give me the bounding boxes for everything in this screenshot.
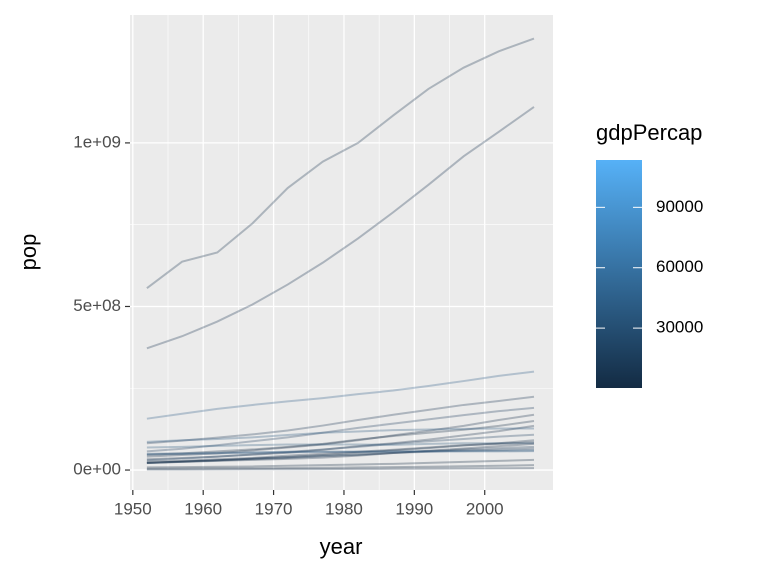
legend-label: 60000: [656, 257, 703, 276]
x-tick-label: 1950: [114, 499, 152, 518]
line: [146, 439, 535, 464]
legend-title: gdpPercap: [596, 120, 702, 145]
x-tick-label: 1960: [184, 499, 222, 518]
line: [146, 370, 535, 420]
line: [146, 449, 535, 455]
line: [146, 458, 535, 469]
line: [146, 413, 535, 458]
line: [146, 406, 535, 453]
y-axis-title: pop: [16, 234, 41, 271]
line: [146, 395, 535, 445]
line: [146, 464, 535, 470]
line: [146, 424, 535, 461]
line: [146, 442, 534, 449]
legend-label: 90000: [656, 197, 703, 216]
line: [146, 441, 535, 463]
line: [146, 37, 535, 289]
line: [146, 433, 535, 462]
x-tick-label: 1990: [395, 499, 433, 518]
line: [146, 442, 535, 464]
x-tick-label: 1970: [255, 499, 293, 518]
line: [146, 419, 535, 456]
line: [146, 447, 535, 465]
x-axis-title: year: [320, 534, 363, 559]
line: [146, 427, 534, 443]
y-tick-label: 5e+08: [73, 296, 121, 315]
line: [146, 445, 535, 464]
y-tick-label: 1e+09: [73, 132, 121, 151]
panel: [130, 15, 553, 490]
colorbar: [596, 160, 642, 388]
y-tick-label: 0e+00: [73, 460, 121, 479]
line: [146, 467, 535, 471]
legend-label: 30000: [656, 318, 703, 337]
x-tick-label: 2000: [466, 499, 504, 518]
line: [146, 450, 535, 456]
line: [146, 106, 535, 350]
x-tick-label: 1980: [325, 499, 363, 518]
